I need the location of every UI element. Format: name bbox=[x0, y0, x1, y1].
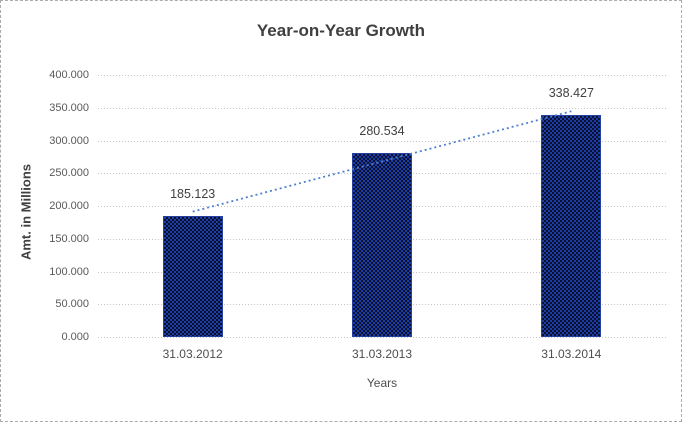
x-tick-label: 31.03.2014 bbox=[541, 347, 602, 361]
y-tick-label: 400.000 bbox=[49, 69, 89, 81]
data-label: 338.427 bbox=[548, 86, 594, 100]
x-tick-label: 31.03.2013 bbox=[351, 347, 413, 361]
y-tick-label: 350.000 bbox=[49, 102, 89, 114]
chart-title: Year-on-Year Growth bbox=[256, 21, 426, 40]
y-tick-label: 300.000 bbox=[49, 135, 89, 147]
data-label: 280.534 bbox=[359, 124, 405, 138]
bar-31.03.2014 bbox=[541, 115, 601, 337]
bar-31.03.2012 bbox=[163, 216, 223, 337]
x-axis-title: Years bbox=[366, 376, 398, 390]
bar-31.03.2013 bbox=[352, 153, 412, 337]
gridline bbox=[98, 108, 666, 109]
x-tick-label: 31.03.2012 bbox=[162, 347, 223, 361]
y-tick-label: 150.000 bbox=[49, 233, 89, 245]
data-label: 185.123 bbox=[170, 187, 216, 201]
y-tick-label: 50.000 bbox=[55, 298, 89, 310]
y-tick-label: 0.000 bbox=[61, 331, 89, 343]
y-tick-label: 200.000 bbox=[49, 200, 89, 212]
y-tick-label: 100.000 bbox=[49, 266, 89, 278]
gridline bbox=[98, 337, 666, 338]
y-tick-label: 250.000 bbox=[49, 167, 89, 179]
gridline bbox=[98, 75, 666, 76]
